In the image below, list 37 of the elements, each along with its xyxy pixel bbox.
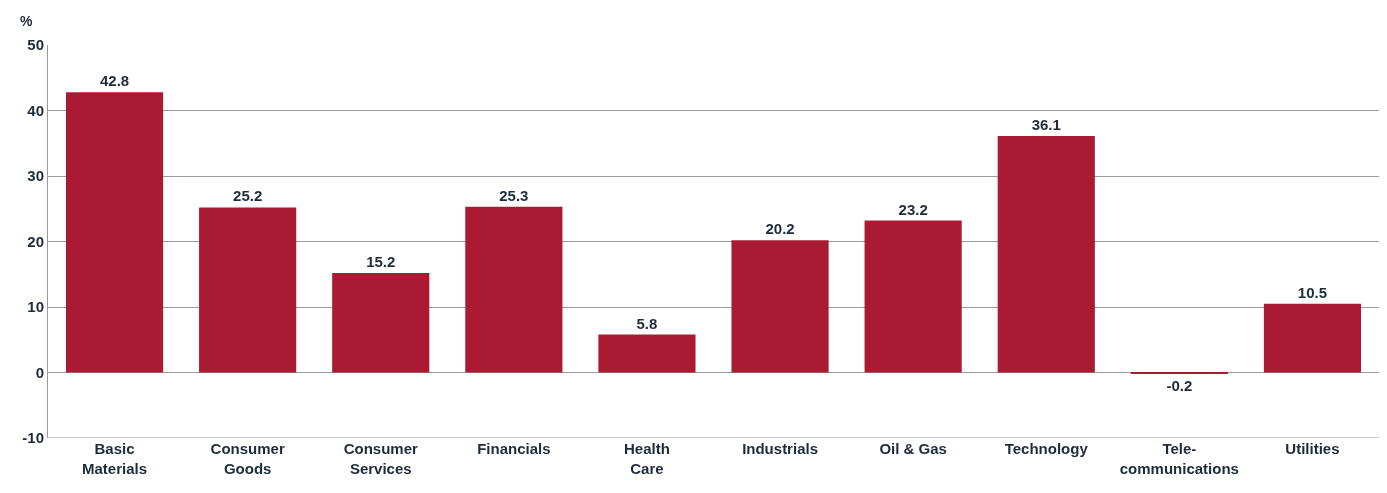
data-label: 5.8	[636, 314, 658, 332]
x-tick-label: Consumer Goods	[210, 440, 285, 477]
data-label: 25.2	[233, 187, 263, 205]
y-axis-title: %	[20, 13, 33, 29]
y-tick-label: -10	[22, 429, 44, 447]
bar	[1263, 303, 1362, 373]
y-tick-label: 0	[35, 363, 44, 381]
x-tick-label: Technology	[1004, 440, 1089, 457]
x-tick-label: Utilities	[1285, 440, 1340, 457]
bar	[731, 240, 829, 373]
x-tick-label: Basic Materials	[82, 440, 148, 477]
x-tick-label: Industrials	[742, 440, 818, 457]
bar	[199, 207, 297, 373]
bar	[598, 334, 696, 373]
x-tick-label: Consumer Services	[343, 440, 418, 477]
data-label: 36.1	[1031, 116, 1061, 134]
y-tick-label: 20	[27, 232, 44, 250]
bar	[997, 136, 1095, 373]
y-tick-label: 30	[27, 167, 44, 185]
bar	[332, 272, 430, 373]
data-label: 42.8	[99, 72, 130, 90]
data-label: 25.3	[499, 186, 529, 204]
x-tick-label: Tele-communications	[1119, 440, 1239, 477]
y-tick-label: 50	[27, 36, 44, 54]
y-tick-label: 10	[27, 298, 44, 316]
data-label: 15.2	[366, 252, 396, 270]
data-label: 20.2	[765, 220, 795, 238]
x-tick-label: Health Care	[624, 440, 670, 477]
data-label: -0.2	[1166, 377, 1193, 394]
data-label: 10.5	[1297, 283, 1328, 301]
data-label: 23.2	[898, 200, 928, 218]
bar	[65, 92, 164, 373]
bar	[864, 220, 962, 373]
x-tick-label: Financials	[477, 440, 551, 457]
y-tick-label: 40	[27, 101, 44, 119]
x-tick-label: Oil & Gas	[879, 440, 947, 457]
bar	[465, 206, 563, 373]
